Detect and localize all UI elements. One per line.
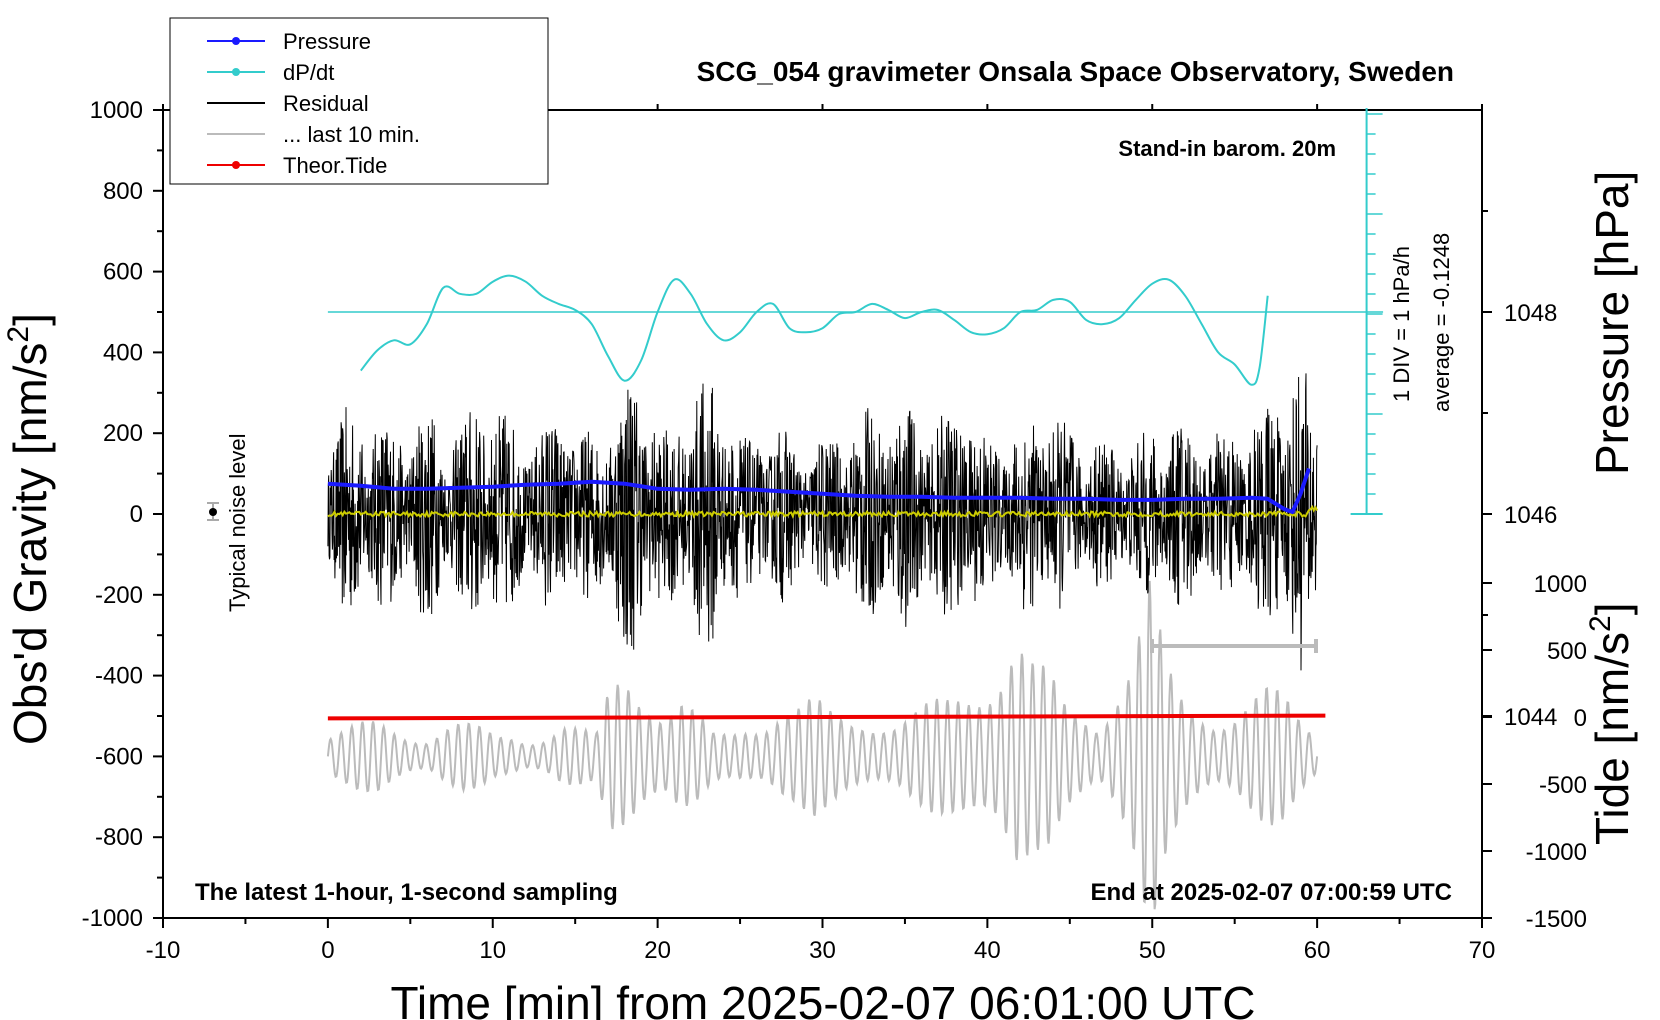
barometer-note: Stand-in barom. 20m bbox=[1118, 136, 1336, 161]
latest-note: The latest 1-hour, 1-second sampling bbox=[195, 879, 618, 906]
legend-label: Residual bbox=[283, 91, 369, 116]
pressure-line bbox=[327, 467, 1311, 514]
series-pressure bbox=[327, 467, 1311, 514]
y-tick-label: 800 bbox=[103, 178, 143, 205]
x-tick-label: 60 bbox=[1304, 937, 1331, 964]
y-axis-title-pressure: Pressure [hPa] bbox=[1586, 171, 1638, 475]
legend-label: ... last 10 min. bbox=[283, 122, 420, 147]
series-last-10-min bbox=[326, 580, 1319, 910]
x-tick-label: -10 bbox=[146, 937, 181, 964]
legend-label: dP/dt bbox=[283, 60, 334, 85]
pressure-tick-label: 1046 bbox=[1504, 502, 1557, 529]
noise-level-marker bbox=[207, 502, 219, 521]
legend-label: Pressure bbox=[283, 29, 371, 54]
y-axis-title-gravity: Obs'd Gravity [nm/s2] bbox=[2, 313, 56, 745]
last-10-min-range-bar bbox=[1150, 639, 1318, 653]
dpdt-div-scale bbox=[1350, 108, 1383, 515]
tide-tick-label: 1000 bbox=[1534, 571, 1587, 598]
average-note: average = -0.1248 bbox=[1429, 233, 1454, 412]
y-axis-title-tide: Tide [nm/s2] bbox=[1584, 603, 1638, 846]
tide-tick-label: 0 bbox=[1574, 705, 1587, 732]
legend-swatch-marker bbox=[232, 161, 240, 169]
x-tick-label: 70 bbox=[1469, 937, 1496, 964]
y-tick-label: -800 bbox=[95, 824, 143, 851]
lowpass-line bbox=[327, 504, 1318, 519]
series-residual bbox=[327, 373, 1318, 671]
x-tick-label: 0 bbox=[321, 937, 334, 964]
y-tick-label: 1000 bbox=[90, 97, 143, 124]
y-tick-label: 400 bbox=[103, 339, 143, 366]
x-tick-label: 50 bbox=[1139, 937, 1166, 964]
y-tick-label: 0 bbox=[130, 501, 143, 528]
residual-line bbox=[327, 373, 1318, 671]
tide-tick-label: -1500 bbox=[1526, 906, 1587, 933]
tide-tick-label: 500 bbox=[1547, 638, 1587, 665]
pressure-tick-label: 1048 bbox=[1504, 300, 1557, 327]
legend-label: Theor.Tide bbox=[283, 153, 387, 178]
x-axis-title: Time [min] from 2025-02-07 06:01:00 UTC bbox=[391, 977, 1256, 1020]
tide-tick-label: -500 bbox=[1539, 772, 1587, 799]
legend: Pressure dP/dt Residual ... last 10 min. The… bbox=[169, 17, 549, 185]
theoretical-tide-line bbox=[327, 713, 1326, 721]
series-theoretical-tide bbox=[327, 713, 1326, 721]
y-axis-pressure: 1048 1046 1044 bbox=[1482, 210, 1557, 731]
legend-box bbox=[169, 17, 549, 185]
y-axis-tide: 1000 500 0 -500 -1000 -1500 bbox=[1482, 571, 1587, 933]
x-tick-label: 20 bbox=[644, 937, 671, 964]
pressure-tick-label: 1044 bbox=[1504, 704, 1557, 731]
end-time-note: End at 2025-02-07 07:00:59 UTC bbox=[1091, 879, 1453, 906]
y-axis-gravity: 1000 800 600 400 200 0 -200 -400 -600 -800 -1000 bbox=[82, 97, 163, 932]
x-tick-label: 40 bbox=[974, 937, 1001, 964]
chart-title: SCG_054 gravimeter Onsala Space Observat… bbox=[697, 56, 1454, 87]
last-10-min-line bbox=[326, 580, 1319, 910]
dpdt-line bbox=[360, 274, 1269, 386]
legend-swatch-marker bbox=[232, 37, 240, 45]
y-tick-label: -600 bbox=[95, 743, 143, 770]
legend-swatch-marker bbox=[232, 68, 240, 76]
noise-level-label: Typical noise level bbox=[225, 433, 250, 612]
y-tick-label: 600 bbox=[103, 259, 143, 286]
series-residual-lowpass bbox=[327, 504, 1318, 519]
y-tick-label: 200 bbox=[103, 420, 143, 447]
div-note: 1 DIV = 1 hPa/h bbox=[1389, 246, 1414, 402]
tide-tick-label: -1000 bbox=[1526, 839, 1587, 866]
series-dpdt bbox=[327, 274, 1384, 386]
y-tick-label: -400 bbox=[95, 663, 143, 690]
x-tick-label: 30 bbox=[809, 937, 836, 964]
y-tick-label: -200 bbox=[95, 582, 143, 609]
y-tick-label: -1000 bbox=[82, 905, 143, 932]
x-axis: -10 0 10 20 30 40 50 60 70 bbox=[146, 104, 1496, 964]
x-tick-label: 10 bbox=[479, 937, 506, 964]
